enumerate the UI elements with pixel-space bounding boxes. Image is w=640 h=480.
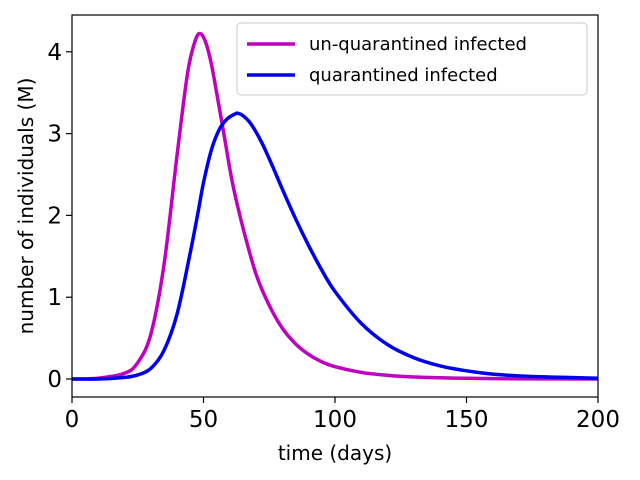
legend-label-un-quarantined: un-quarantined infected [309, 34, 527, 55]
series-lines [71, 31, 599, 381]
x-axis-ticks: 0 50 100 150 200 [65, 397, 620, 433]
legend: un-quarantined infected quarantined infe… [236, 22, 588, 96]
y-axis-label: number of individuals (M) [14, 78, 38, 335]
x-tick-label: 150 [445, 407, 489, 433]
y-tick-label: 2 [47, 203, 62, 229]
y-tick-label: 1 [47, 285, 62, 311]
y-tick-label: 0 [47, 367, 62, 393]
series-line-0 [71, 31, 599, 381]
legend-label-quarantined: quarantined infected [309, 65, 498, 86]
x-tick-label: 200 [576, 407, 620, 433]
legend-box [236, 22, 588, 96]
y-tick-label: 3 [47, 122, 62, 148]
y-axis-ticks: 0 1 2 3 4 [47, 40, 72, 393]
series-line-1 [71, 111, 599, 381]
x-tick-label: 50 [189, 407, 218, 433]
x-tick-label: 0 [65, 407, 80, 433]
x-tick-label: 100 [313, 407, 357, 433]
y-tick-label: 4 [47, 40, 62, 66]
x-axis-label: time (days) [278, 441, 392, 465]
